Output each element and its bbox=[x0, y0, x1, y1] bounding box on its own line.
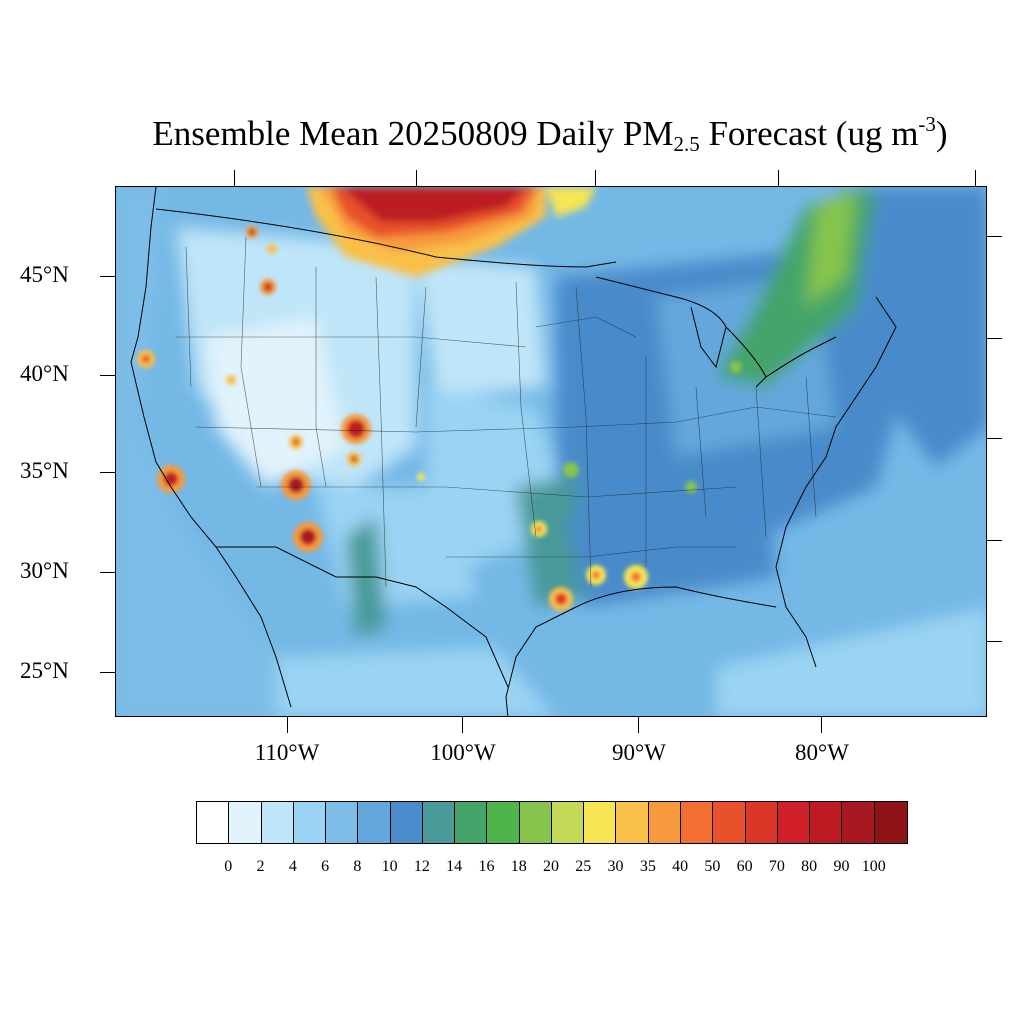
colorbar bbox=[196, 801, 908, 844]
colorbar-swatch bbox=[455, 802, 488, 843]
colorbar-swatch bbox=[358, 802, 391, 843]
top-tick bbox=[975, 170, 976, 186]
colorbar-swatch bbox=[197, 802, 230, 843]
gulf-coastline bbox=[505, 586, 777, 716]
colorbar-swatch bbox=[874, 802, 907, 843]
colorbar-swatch bbox=[293, 802, 327, 843]
right-tick bbox=[987, 438, 1002, 439]
colorbar-label: 100 bbox=[861, 858, 886, 875]
lat-label-35n: 35°N bbox=[20, 458, 69, 483]
colorbar-label: 8 bbox=[353, 858, 362, 875]
colorbar-label: 18 bbox=[510, 858, 527, 875]
lat-label-45n: 45°N bbox=[20, 262, 69, 287]
us-mexico-border bbox=[216, 546, 509, 688]
colorbar-swatch bbox=[648, 802, 681, 843]
lon-label-90w: 90°W bbox=[612, 740, 666, 765]
colorbar-label: 2 bbox=[256, 858, 265, 875]
left-tick bbox=[100, 572, 115, 573]
colorbar-swatch bbox=[616, 802, 649, 843]
left-tick bbox=[100, 472, 115, 473]
colorbar-label: 70 bbox=[768, 858, 785, 875]
smoke-hotspots bbox=[137, 226, 742, 611]
lat-label-25n: 25°N bbox=[20, 658, 69, 683]
lat-label-40n: 40°N bbox=[20, 361, 69, 386]
colorbar-swatch bbox=[229, 802, 262, 843]
colorbar-label: 25 bbox=[575, 858, 592, 875]
colorbar-label: 80 bbox=[801, 858, 818, 875]
colorbar-swatch bbox=[551, 802, 585, 843]
east-coastline bbox=[775, 296, 897, 668]
colorbar-label: 4 bbox=[288, 858, 297, 875]
colorbar-swatch bbox=[713, 802, 746, 843]
colorbar-swatch bbox=[261, 802, 294, 843]
top-tick bbox=[234, 170, 235, 186]
colorbar-label: 40 bbox=[672, 858, 689, 875]
right-tick bbox=[987, 641, 1002, 642]
canada-smoke-plume bbox=[306, 187, 596, 277]
colorbar-label: 90 bbox=[833, 858, 850, 875]
lon-label-100w: 100°W bbox=[430, 740, 496, 765]
left-tick bbox=[100, 375, 115, 376]
top-tick bbox=[416, 170, 417, 186]
colorbar-label: 6 bbox=[321, 858, 330, 875]
lon-label-80w: 80°W bbox=[795, 740, 849, 765]
colorbar-swatch bbox=[519, 802, 552, 843]
colorbar-label: 12 bbox=[413, 858, 430, 875]
colorbar-swatch bbox=[390, 802, 423, 843]
colorbar-swatch bbox=[422, 802, 456, 843]
colorbar-swatch bbox=[487, 802, 520, 843]
bottom-tick bbox=[821, 717, 822, 733]
west-coastline bbox=[130, 187, 292, 708]
right-tick bbox=[987, 540, 1002, 541]
left-tick bbox=[100, 276, 115, 277]
top-tick bbox=[778, 170, 779, 186]
lat-label-30n: 30°N bbox=[20, 558, 69, 583]
map-canvas bbox=[116, 187, 986, 716]
bottom-tick bbox=[462, 717, 463, 733]
colorbar-label: 30 bbox=[607, 858, 624, 875]
right-tick bbox=[987, 338, 1002, 339]
bottom-tick bbox=[638, 717, 639, 733]
colorbar-label: 14 bbox=[446, 858, 463, 875]
colorbar-swatch bbox=[326, 802, 359, 843]
colorbar-swatch bbox=[745, 802, 778, 843]
colorbar-label: 35 bbox=[639, 858, 656, 875]
right-tick bbox=[987, 236, 1002, 237]
colorbar-label: 0 bbox=[224, 858, 233, 875]
colorbar-label: 50 bbox=[704, 858, 721, 875]
colorbar-swatch bbox=[842, 802, 875, 843]
lon-label-110w: 110°W bbox=[254, 740, 320, 765]
colorbar-swatch bbox=[777, 802, 811, 843]
pm25-map bbox=[115, 186, 987, 717]
colorbar-label: 16 bbox=[478, 858, 495, 875]
colorbar-swatch bbox=[584, 802, 617, 843]
boundaries bbox=[130, 187, 897, 716]
state-lines bbox=[176, 236, 837, 588]
us-canada-border bbox=[155, 208, 617, 268]
top-tick bbox=[595, 170, 596, 186]
great-lakes bbox=[595, 276, 837, 388]
colorbar-label: 60 bbox=[736, 858, 753, 875]
bottom-tick bbox=[287, 717, 288, 733]
colorbar-swatch bbox=[680, 802, 714, 843]
chart-title: Ensemble Mean 20250809 Daily PM2.5 Forec… bbox=[152, 112, 948, 156]
colorbar-swatch bbox=[810, 802, 843, 843]
colorbar-label: 20 bbox=[543, 858, 559, 875]
left-tick bbox=[100, 672, 115, 673]
colorbar-label: 10 bbox=[381, 858, 398, 875]
